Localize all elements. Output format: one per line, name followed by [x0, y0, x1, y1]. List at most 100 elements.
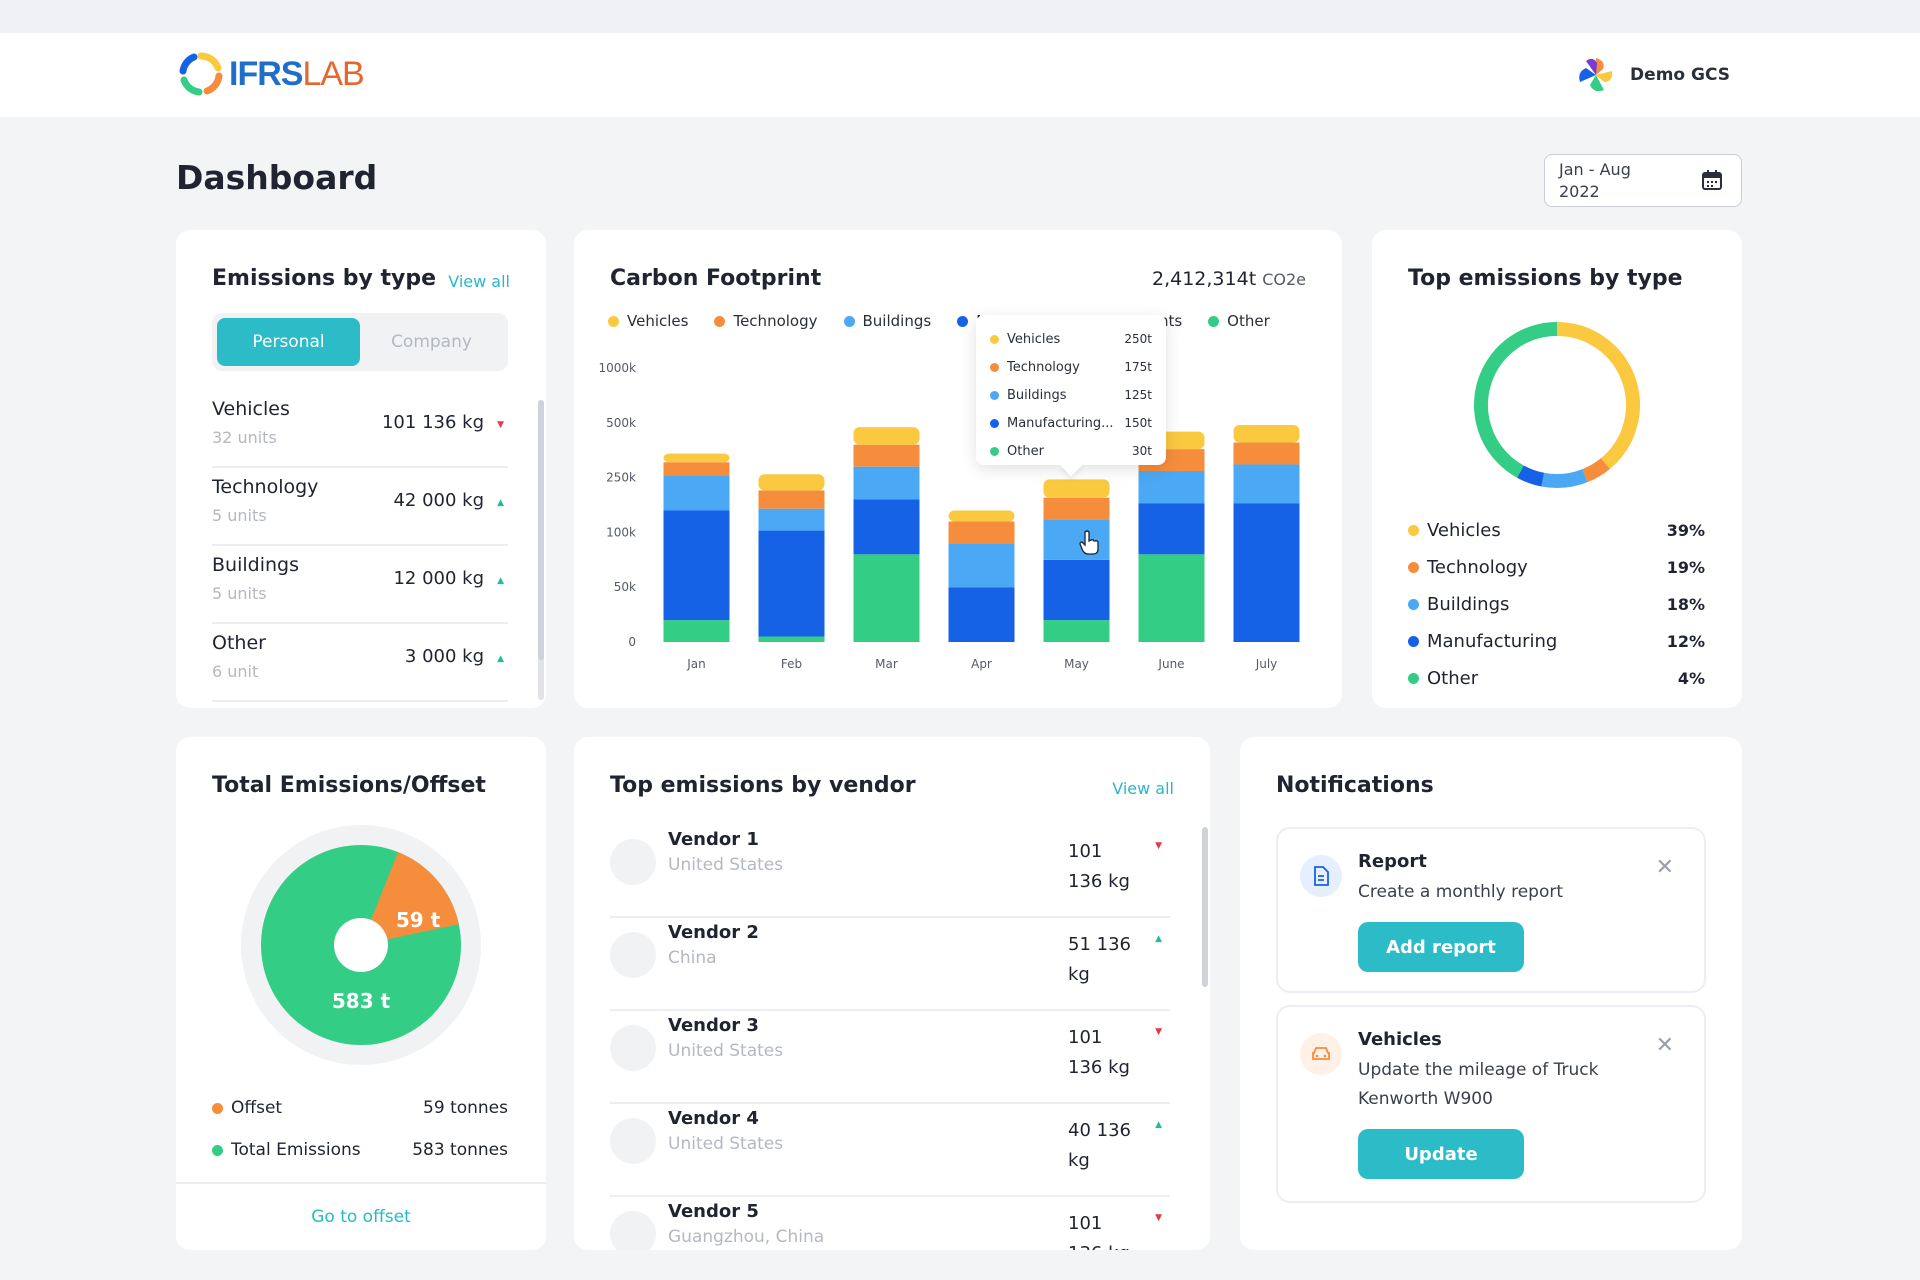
emissions-list-scrollbar[interactable]: [538, 400, 544, 700]
vendor-avatar: [610, 839, 656, 885]
total-emissions-legend: Offset 59 tonnes Total Emissions 583 tonnes: [212, 1087, 508, 1171]
emissions-type-toggle: Personal Company: [212, 313, 508, 371]
y-tick-label: 100k: [606, 525, 636, 539]
page-title: Dashboard: [176, 158, 378, 197]
total-emissions-pie: 59 t 583 t: [241, 825, 481, 1065]
tooltip-dot: [990, 418, 999, 428]
notifications-card: Notifications Report Create a monthly re…: [1240, 737, 1742, 1250]
pie-center-hole: [334, 918, 388, 972]
vendor-row[interactable]: Vendor 4 United States 40 136 kg ▲: [610, 1104, 1170, 1197]
x-tick-label: Feb: [781, 657, 802, 671]
bar-segment: [1233, 424, 1300, 443]
legend-other[interactable]: Other: [1208, 312, 1270, 330]
emission-type-value: 3 000 kg: [404, 646, 484, 667]
legend-dot: [843, 315, 855, 327]
logo[interactable]: IFRSLAB: [179, 50, 365, 98]
date-range-picker[interactable]: Jan - Aug 2022: [1544, 154, 1742, 207]
trend-up-icon: ▲: [497, 654, 504, 664]
bar-segment: [663, 462, 730, 476]
donut-segment: [1517, 465, 1545, 487]
vendor-row[interactable]: Vendor 1 United States 101 136 kg ▼: [610, 825, 1170, 918]
emissions-view-all-link[interactable]: View all: [448, 272, 510, 291]
update-button[interactable]: Update: [1358, 1129, 1524, 1179]
bar-segment: [758, 636, 825, 642]
top-emission-name: Technology: [1427, 557, 1528, 578]
tooltip-dot: [990, 334, 999, 344]
vendor-row[interactable]: Vendor 2 China 51 136 kg ▲: [610, 918, 1170, 1011]
legend-technology[interactable]: Technology: [714, 312, 818, 330]
vendor-location: United States: [668, 1134, 784, 1154]
top-emission-pct: 18%: [1666, 595, 1705, 614]
emission-type-value: 101 136 kg: [381, 412, 484, 433]
bar-segment: [1043, 479, 1110, 498]
legend-dot: [1408, 636, 1419, 647]
legend-buildings[interactable]: Buildings: [843, 312, 931, 330]
top-emission-name: Manufacturing: [1427, 631, 1558, 652]
y-tick-label: 250k: [606, 471, 636, 485]
vendor-row[interactable]: Vendor 5 Guangzhou, China 101 136 kg ▼: [610, 1197, 1170, 1250]
add-report-button[interactable]: Add report: [1358, 922, 1524, 972]
logo-text: IFRSLAB: [229, 54, 365, 93]
go-to-offset-link[interactable]: Go to offset: [311, 1207, 411, 1227]
offset-legend-row: Offset 59 tonnes: [212, 1087, 508, 1129]
bar-segment: [663, 475, 730, 511]
top-emission-row: Technology 19%: [1408, 549, 1705, 586]
bar-segment: [948, 587, 1015, 642]
emission-type-row[interactable]: Other 6 unit 3 000 kg ▲: [212, 624, 508, 702]
vendor-location: Guangzhou, China: [668, 1227, 825, 1247]
notifications-title: Notifications: [1276, 773, 1434, 798]
x-tick-label: Jan: [686, 657, 706, 671]
bar-segment: [1233, 442, 1300, 465]
y-tick-label: 500k: [606, 416, 636, 430]
y-tick-label: 50k: [614, 580, 636, 594]
bar-segment: [948, 521, 1015, 544]
vendor-list-scrollbar[interactable]: [1202, 827, 1208, 1247]
date-range-year: 2022: [1559, 182, 1600, 201]
vendor-list: Vendor 1 United States 101 136 kg ▼ Vendor 2…: [610, 825, 1170, 1250]
close-icon[interactable]: ✕: [1655, 1033, 1674, 1058]
top-emission-pct: 4%: [1677, 669, 1705, 688]
bar-segment: [1043, 497, 1110, 520]
legend-dot: [957, 315, 969, 327]
emission-type-row[interactable]: Technology 5 units 42 000 kg ▲: [212, 468, 508, 546]
hand-cursor-icon: [1079, 530, 1099, 555]
offset-legend-value: 59 tonnes: [423, 1098, 508, 1118]
top-emissions-title: Top emissions by type: [1408, 266, 1683, 291]
close-icon[interactable]: ✕: [1655, 855, 1674, 880]
offset-legend-name: Offset: [231, 1098, 283, 1118]
vendor-view-all-link[interactable]: View all: [1112, 779, 1174, 798]
vendor-value: 101 136 kg: [1068, 1213, 1130, 1250]
bar-segment: [663, 510, 730, 621]
top-emission-name: Buildings: [1427, 594, 1510, 615]
bar-segment: [853, 427, 920, 445]
emission-type-row[interactable]: Vehicles 32 units 101 136 kg ▼: [212, 390, 508, 468]
legend-dot: [1408, 599, 1419, 610]
tab-personal[interactable]: Personal: [217, 318, 360, 366]
top-emission-row: Other 4%: [1408, 660, 1705, 697]
top-emissions-by-type-card: Top emissions by type Vehicles 39% Technol…: [1372, 230, 1742, 708]
emission-type-name: Technology: [212, 476, 319, 498]
bar-segment: [663, 620, 730, 642]
top-emission-name: Vehicles: [1427, 520, 1501, 541]
vendor-row[interactable]: Vendor 3 United States 101 136 kg ▼: [610, 1011, 1170, 1104]
carbon-footprint-card: Carbon Footprint 2,412,314t CO2e Vehicle…: [574, 230, 1342, 708]
calendar-icon: [1702, 170, 1722, 190]
donut-segment: [1474, 322, 1558, 478]
scrollbar-thumb[interactable]: [1202, 827, 1208, 987]
x-tick-label: June: [1157, 657, 1184, 671]
top-band: [0, 0, 1920, 33]
vendor-avatar: [610, 1211, 656, 1250]
x-tick-label: July: [1255, 657, 1278, 671]
user-menu[interactable]: Demo GCS: [1576, 55, 1730, 95]
emission-type-row[interactable]: Buildings 5 units 12 000 kg ▲: [212, 546, 508, 624]
carbon-footprint-total: 2,412,314t CO2e: [1152, 268, 1306, 290]
scrollbar-thumb[interactable]: [538, 400, 544, 660]
carbon-footprint-chart: 0 50k 100k 250k 500k 1000k Jan Feb Mar Apr May June…: [599, 361, 1300, 671]
user-logo-icon: [1579, 58, 1613, 92]
tooltip-dot: [990, 390, 999, 400]
tab-company[interactable]: Company: [391, 332, 472, 352]
donut-segment: [1582, 458, 1610, 483]
bar-segment: [758, 490, 825, 509]
notification-text: Update the mileage of Truck Kenworth W90…: [1358, 1060, 1599, 1109]
legend-vehicles[interactable]: Vehicles: [608, 312, 688, 330]
